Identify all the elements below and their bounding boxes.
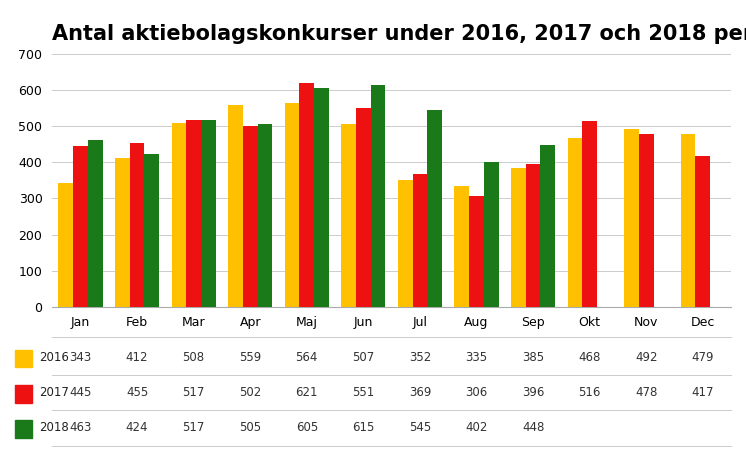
Text: Antal aktiebolagskonkurser under 2016, 2017 och 2018 per månad: Antal aktiebolagskonkurser under 2016, 2… [52, 20, 746, 44]
Bar [583, 120, 597, 307]
Bar [73, 146, 88, 307]
Text: 517: 517 [183, 386, 205, 399]
Bar [413, 174, 427, 307]
Bar [371, 85, 386, 307]
Text: 2018: 2018 [39, 421, 69, 434]
Bar [469, 196, 484, 307]
Bar [201, 120, 216, 307]
Text: 468: 468 [578, 351, 601, 364]
Text: 402: 402 [466, 421, 488, 434]
Text: 448: 448 [522, 421, 545, 434]
Bar [285, 103, 299, 307]
Bar [314, 88, 329, 307]
Bar [356, 108, 371, 307]
Bar [484, 161, 498, 307]
Text: 369: 369 [409, 386, 431, 399]
Text: 463: 463 [69, 421, 92, 434]
Bar [568, 138, 583, 307]
Text: 396: 396 [522, 386, 545, 399]
Text: 412: 412 [126, 351, 148, 364]
Bar [145, 154, 159, 307]
Bar [243, 125, 257, 307]
Bar [398, 179, 413, 307]
Bar [186, 120, 201, 307]
Text: 478: 478 [635, 386, 657, 399]
Text: 502: 502 [239, 386, 261, 399]
Bar [695, 156, 710, 307]
FancyBboxPatch shape [15, 420, 32, 438]
Bar [639, 134, 653, 307]
Text: 559: 559 [239, 351, 261, 364]
Text: 615: 615 [352, 421, 374, 434]
Text: 479: 479 [692, 351, 714, 364]
Text: 306: 306 [466, 386, 488, 399]
Text: 505: 505 [239, 421, 261, 434]
Text: 492: 492 [635, 351, 657, 364]
FancyBboxPatch shape [15, 385, 32, 403]
Text: 455: 455 [126, 386, 148, 399]
Bar [511, 168, 526, 307]
Bar [257, 124, 272, 307]
Text: 335: 335 [466, 351, 488, 364]
Text: 417: 417 [692, 386, 714, 399]
Bar [58, 183, 73, 307]
Bar [228, 105, 243, 307]
Text: 551: 551 [352, 386, 374, 399]
Bar [526, 164, 540, 307]
Bar [299, 83, 314, 307]
Text: 516: 516 [578, 386, 601, 399]
Bar [540, 145, 555, 307]
Text: 385: 385 [522, 351, 544, 364]
Text: 564: 564 [295, 351, 318, 364]
Bar [342, 124, 356, 307]
Text: 2016: 2016 [39, 351, 69, 364]
Bar [115, 158, 130, 307]
Text: 445: 445 [69, 386, 92, 399]
Text: 621: 621 [295, 386, 318, 399]
Bar [454, 186, 469, 307]
Text: 508: 508 [183, 351, 204, 364]
Text: 352: 352 [409, 351, 431, 364]
Bar [681, 134, 695, 307]
Bar [172, 124, 186, 307]
Bar [130, 143, 145, 307]
Text: 507: 507 [352, 351, 374, 364]
Text: 545: 545 [409, 421, 431, 434]
Bar [427, 110, 442, 307]
Bar [624, 129, 639, 307]
Text: 517: 517 [183, 421, 205, 434]
Bar [88, 140, 102, 307]
Text: 343: 343 [69, 351, 92, 364]
Text: 424: 424 [126, 421, 148, 434]
FancyBboxPatch shape [15, 350, 32, 367]
Text: 2017: 2017 [39, 386, 69, 399]
Text: 605: 605 [295, 421, 318, 434]
